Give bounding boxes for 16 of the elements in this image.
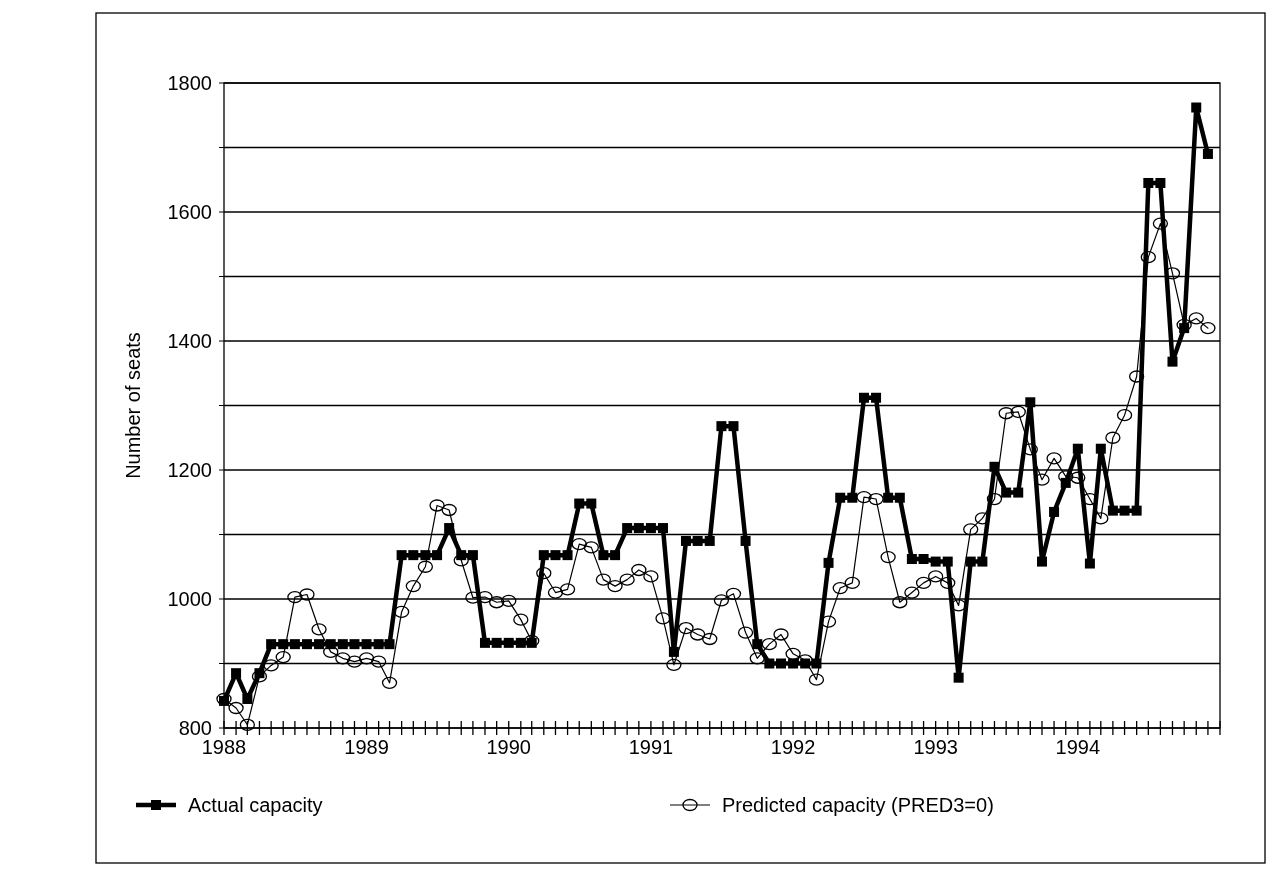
- x-tick-label: 1993: [913, 736, 958, 758]
- y-tick-label: 800: [178, 717, 212, 739]
- x-tick-label: 1992: [770, 736, 816, 758]
- legend-label: Actual capacity: [188, 794, 323, 816]
- y-tick-label: 1400: [167, 330, 212, 352]
- x-tick-label: 1988: [201, 736, 247, 758]
- y-tick-label: 1800: [167, 72, 212, 94]
- x-tick-label: 1989: [344, 736, 389, 758]
- legend-label: Predicted capacity (PRED3=0): [722, 794, 994, 816]
- x-tick-label: 1991: [628, 736, 674, 758]
- y-axis-title: Number of seats: [122, 332, 144, 479]
- x-tick-label: 1994: [1055, 736, 1101, 758]
- x-tick-label: 1990: [486, 736, 531, 758]
- y-tick-label: 1600: [167, 201, 212, 223]
- y-tick-label: 1200: [167, 459, 212, 481]
- y-tick-label: 1000: [167, 588, 212, 610]
